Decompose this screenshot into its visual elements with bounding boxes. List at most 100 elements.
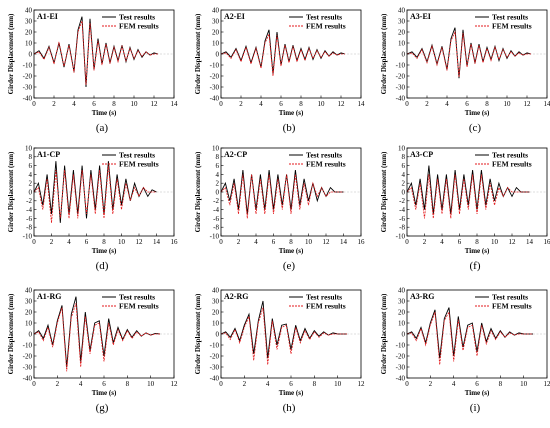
series-line-test-results [33, 161, 157, 223]
y-tick-label: 10 [25, 39, 33, 47]
y-axis-label: Girder Displacement (mm) [7, 293, 15, 374]
y-tick-label: -10 [210, 232, 220, 240]
panel-caption: (i) [470, 402, 481, 414]
y-tick-label: 30 [25, 297, 33, 305]
x-tick-label: 12 [509, 238, 517, 246]
x-tick-label: 12 [151, 100, 159, 108]
x-tick-label: 0 [219, 380, 223, 388]
y-tick-label: 2 [29, 180, 33, 188]
y-tick-label: -10 [396, 232, 406, 240]
y-tick-label: 0 [216, 330, 220, 338]
panel-title: A2-RG [224, 292, 248, 301]
x-tick-label: 0 [219, 100, 223, 108]
series-line-fem-results [220, 32, 345, 77]
y-tick-label: -10 [210, 341, 220, 349]
chart-panel-a2-rg: 0 2 4 6 8 10 12 -40 -30 -20 -10 0 10 20 30 40 Time (s) Gi… [194, 286, 365, 414]
legend-label-test: Test results [492, 293, 528, 302]
panel-caption: (g) [96, 402, 109, 414]
x-tick-label: 8 [112, 100, 116, 108]
x-tick-label: 4 [254, 238, 258, 246]
y-tick-label: 8 [29, 153, 33, 161]
x-tick-label: 4 [79, 380, 83, 388]
y-axis-label: Girder Displacement (mm) [194, 13, 202, 94]
x-tick-label: 6 [102, 380, 106, 388]
y-tick-label: -40 [23, 374, 33, 382]
y-tick-label: 40 [212, 286, 220, 294]
y-tick-label: 6 [29, 162, 33, 170]
y-tick-label: 0 [402, 188, 406, 196]
y-tick-label: -30 [210, 363, 220, 371]
x-tick-label: 14 [526, 238, 534, 246]
x-tick-label: 8 [499, 380, 503, 388]
y-tick-label: -20 [396, 72, 406, 80]
x-tick-label: 10 [504, 100, 512, 108]
x-tick-label: 2 [52, 100, 56, 108]
y-tick-label: -20 [23, 72, 33, 80]
x-tick-label: 10 [305, 238, 313, 246]
x-axis-label: Time (s) [279, 109, 304, 117]
x-tick-label: 8 [475, 238, 479, 246]
y-tick-label: 6 [402, 162, 406, 170]
legend-label-test: Test results [119, 151, 155, 160]
panel-title: A3-CP [410, 150, 433, 159]
x-tick-label: 4 [266, 380, 270, 388]
x-axis-label: Time (s) [279, 247, 304, 255]
y-tick-label: 10 [25, 144, 33, 152]
panel-title: A2-CP [224, 150, 247, 159]
y-tick-label: -2 [213, 197, 219, 205]
y-tick-label: -4 [213, 206, 219, 214]
x-tick-label: 10 [491, 238, 499, 246]
x-tick-label: 6 [92, 100, 96, 108]
panel-title: A2-EI [224, 12, 245, 21]
x-tick-label: 10 [118, 238, 126, 246]
chart-panel-a2-ei: 0 2 4 6 8 10 12 14 -40 -30 -20 -10 0 10 20 30 40 Time (s)… [194, 6, 365, 134]
legend-label-fem: FEM results [119, 160, 159, 169]
y-axis-label: Girder Displacement (mm) [194, 293, 202, 374]
y-tick-label: 10 [398, 144, 406, 152]
legend-label-fem: FEM results [492, 302, 532, 311]
x-tick-label: 8 [102, 238, 106, 246]
x-tick-label: 0 [405, 238, 409, 246]
legend-label-test: Test results [492, 13, 528, 22]
x-tick-label: 2 [237, 238, 241, 246]
panel-caption: (b) [283, 122, 296, 134]
y-axis-label: Girder Displacement (mm) [380, 13, 388, 94]
x-tick-label: 12 [323, 238, 331, 246]
x-tick-label: 6 [289, 380, 293, 388]
y-tick-label: 10 [212, 39, 220, 47]
panel-caption: (a) [96, 122, 109, 134]
series-line-fem-results [406, 174, 530, 219]
panel-title: A1-CP [37, 150, 60, 159]
y-tick-label: -20 [210, 352, 220, 360]
y-axis-label: Girder Displacement (mm) [7, 13, 15, 94]
x-tick-label: 12 [136, 238, 144, 246]
x-tick-label: 12 [524, 100, 532, 108]
series-line-test-results [406, 165, 530, 215]
x-tick-label: 14 [153, 238, 161, 246]
series-line-test-results [220, 300, 347, 359]
x-tick-label: 14 [340, 238, 348, 246]
y-tick-label: -10 [396, 61, 406, 69]
y-tick-label: -40 [396, 374, 406, 382]
y-tick-label: -30 [23, 83, 33, 91]
x-tick-label: 2 [429, 380, 433, 388]
y-tick-label: 30 [398, 297, 406, 305]
x-tick-label: 10 [147, 380, 155, 388]
y-tick-label: -8 [26, 224, 32, 232]
panel-title: A1-EI [37, 12, 58, 21]
y-tick-label: 30 [212, 297, 220, 305]
x-tick-label: 16 [544, 238, 550, 246]
legend-label-test: Test results [492, 151, 528, 160]
panel-title: A3-EI [410, 12, 431, 21]
y-tick-label: -40 [396, 94, 406, 102]
x-tick-label: 6 [475, 380, 479, 388]
x-tick-label: 0 [405, 380, 409, 388]
y-tick-label: -8 [399, 224, 405, 232]
x-axis-label: Time (s) [92, 247, 117, 255]
x-tick-label: 14 [171, 100, 179, 108]
y-tick-label: 30 [398, 17, 406, 25]
y-tick-label: 10 [398, 39, 406, 47]
panel-caption: (f) [470, 260, 481, 272]
